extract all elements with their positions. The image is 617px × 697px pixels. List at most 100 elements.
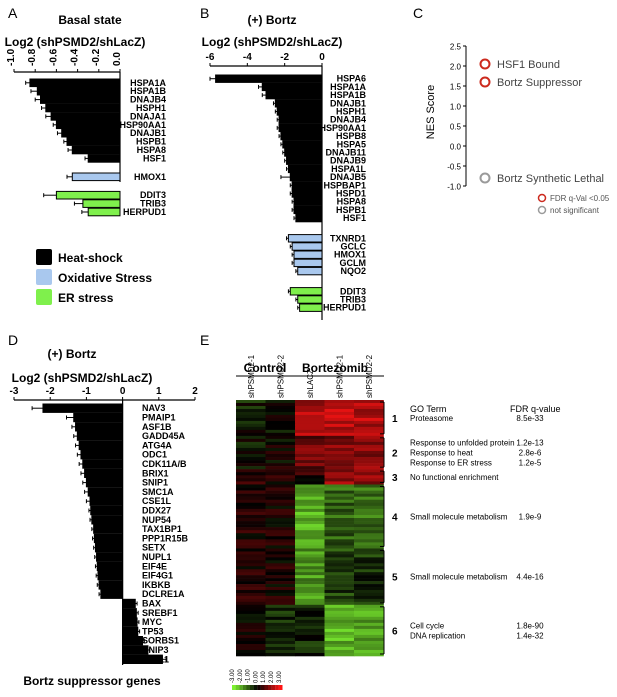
bar — [78, 440, 124, 451]
bar — [82, 459, 124, 469]
heatmap-cell — [295, 405, 325, 410]
data-point — [479, 58, 491, 70]
heatmap-cell — [236, 518, 266, 522]
heatmap-cell — [354, 435, 384, 440]
gene-label: CSE1L — [142, 496, 172, 506]
cluster-number: 4 — [392, 512, 398, 523]
heatmap-cell — [354, 484, 384, 488]
heatmap-cell — [265, 466, 296, 470]
heatmap-cell — [265, 475, 296, 479]
heatmap-cell — [295, 441, 325, 446]
heatmap-cell — [324, 505, 355, 510]
y-tick-label: 2.0 — [450, 63, 462, 72]
heatmap-cell — [354, 441, 384, 446]
gene-label: DDIT3 — [140, 190, 166, 200]
heatmap-cell — [295, 423, 325, 428]
heatmap-cell — [324, 481, 355, 485]
bar — [293, 250, 323, 259]
heatmap-cell — [354, 545, 384, 549]
heatmap-cell — [236, 616, 266, 621]
heatmap-cell — [295, 613, 325, 618]
gene-label: NAV3 — [142, 403, 165, 413]
heatmap-cell — [354, 460, 384, 464]
gene-label: HSPA1A — [130, 78, 166, 88]
heatmap-cell — [265, 417, 296, 422]
heatmap-cell — [354, 643, 384, 648]
color-scale-swatch — [235, 685, 240, 690]
heatmap-cell — [236, 542, 266, 546]
heatmap-cell — [236, 598, 266, 603]
heatmap-cell — [295, 563, 325, 567]
bar — [122, 598, 136, 609]
heatmap-cell — [354, 527, 384, 531]
heatmap-cell — [295, 545, 325, 549]
heatmap-cell — [354, 481, 384, 485]
heatmap-cell — [295, 595, 325, 600]
heatmap-cell — [354, 560, 384, 564]
gene-label: DNAJB5 — [330, 172, 366, 182]
heatmap-cell — [236, 466, 266, 470]
heatmap-cell — [236, 447, 266, 452]
heatmap-cell — [236, 613, 266, 618]
go-term: Small molecule metabolism — [410, 512, 508, 521]
y-tick-label: -0.5 — [447, 163, 461, 172]
panel-b-xlabel: Log2 (shPSMD2/shLacZ) — [202, 35, 343, 49]
heatmap-cell — [324, 514, 355, 519]
category-legend: Heat-shock Oxidative Stress ER stress — [36, 249, 152, 305]
gene-label: HSPA1L — [331, 164, 366, 174]
gene-label: PPP1R15B — [142, 533, 189, 543]
heatmap-cell — [295, 560, 325, 564]
heatmap-cell — [324, 402, 355, 407]
heatmap-cell — [324, 595, 355, 600]
bar — [299, 303, 323, 312]
heatmap-cell — [354, 514, 384, 519]
x-tick-label: -0.2 — [91, 48, 102, 66]
gene-label: DNAJB4 — [330, 115, 366, 125]
heatmap-cell — [324, 616, 355, 621]
heatmap-cell — [324, 554, 355, 558]
heatmap-cell — [236, 441, 266, 446]
heatmap-cell — [295, 487, 325, 491]
gene-label: DNAJB11 — [325, 148, 366, 158]
heatmap-cell — [295, 589, 325, 594]
gene-label: SORBS1 — [142, 636, 179, 646]
heatmap-cell — [295, 444, 325, 449]
heatmap-cell — [236, 457, 266, 461]
heatmap-cell — [295, 453, 325, 458]
x-tick-label: -6 — [206, 52, 215, 63]
bar — [96, 552, 124, 562]
heatmap-cell — [295, 619, 325, 624]
heatmap-cell — [236, 530, 266, 534]
legend-marker — [537, 205, 547, 215]
gene-label: GCLM — [340, 258, 367, 268]
gene-label: NUPL1 — [142, 552, 172, 562]
heatmap-cell — [354, 400, 384, 404]
heatmap-cell — [265, 457, 296, 461]
heatmap-cell — [324, 640, 355, 645]
panel-e-heatmap: shPSMD2-1 shPSMD2-2 shLACZ shPSMD2-1 shPSMD2… — [230, 354, 544, 690]
heatmap-cell — [236, 536, 266, 540]
heatmap-cell — [324, 607, 355, 612]
y-tick-label: 2.5 — [450, 43, 462, 52]
heatmap-cell — [324, 634, 355, 639]
heatmap-cell — [295, 450, 325, 455]
heatmap-cell — [354, 469, 384, 473]
heatmap-cell — [265, 616, 296, 621]
heatmap-cell — [265, 472, 296, 476]
bar — [40, 95, 121, 104]
gene-label: GADD45A — [142, 431, 186, 441]
heatmap-cell — [295, 417, 325, 422]
heatmap-cell — [354, 563, 384, 567]
heatmap-cell — [324, 499, 355, 504]
gene-label: HMOX1 — [134, 172, 166, 182]
heatmap-cell — [265, 581, 296, 585]
heatmap-cell — [295, 536, 325, 540]
heatmap-cell — [236, 438, 266, 443]
heatmap-cell — [354, 490, 384, 494]
heatmap-cell — [354, 587, 384, 591]
point-label: Bortz Suppressor — [497, 77, 582, 89]
heatmap-group-control: Control — [244, 361, 287, 375]
x-tick-label: -0.8 — [27, 48, 38, 66]
bar — [291, 181, 323, 190]
heatmap-cell — [354, 502, 384, 507]
